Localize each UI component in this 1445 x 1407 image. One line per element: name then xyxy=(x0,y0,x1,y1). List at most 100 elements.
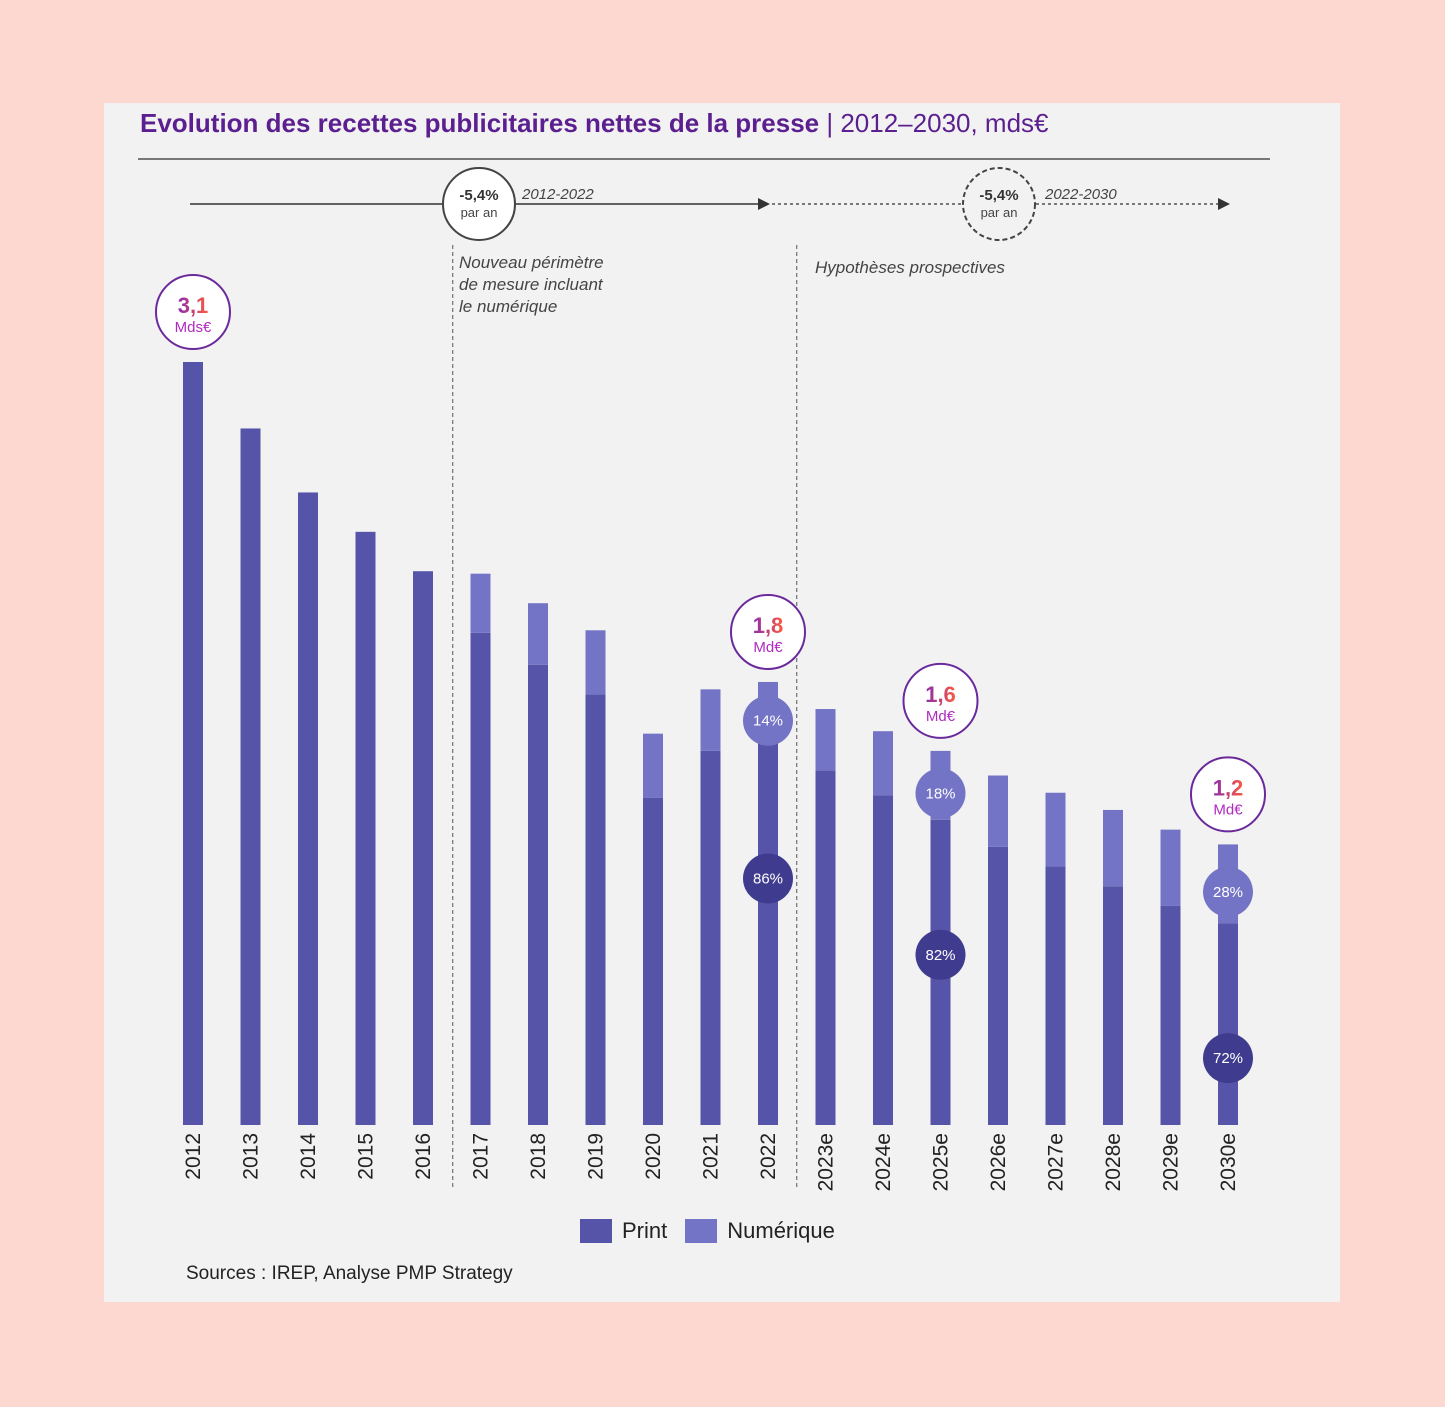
share-digital-2025e: 18% xyxy=(925,785,955,802)
source-note: Sources : IREP, Analyse PMP Strategy xyxy=(186,1263,513,1284)
total-circle-2012 xyxy=(155,274,231,350)
share-print-2022: 86% xyxy=(753,871,783,888)
note-new-scope-line-1: de mesure incluant xyxy=(459,275,604,294)
x-tick-label-2016: 2016 xyxy=(412,1133,435,1180)
bar-print-2030e xyxy=(1218,923,1238,1125)
share-circle-print-2022 xyxy=(743,853,793,904)
bar-print-2029e xyxy=(1160,905,1181,1125)
period1-rate-value: -5,4% xyxy=(459,187,498,204)
x-tick-label-2030e: 2030e xyxy=(1217,1133,1240,1191)
share-circle-print-2030e xyxy=(1203,1033,1253,1084)
share-print-2030e: 72% xyxy=(1213,1050,1243,1067)
total-unit-2022: Md€ xyxy=(753,639,783,656)
bar-digital-2028e xyxy=(1103,809,1123,887)
legend-swatch-print xyxy=(580,1219,612,1243)
share-circle-digital-2030e xyxy=(1203,866,1253,917)
period2-rate-circle xyxy=(962,167,1036,241)
legend-label-print: Print xyxy=(622,1218,668,1243)
x-tick-label-2012: 2012 xyxy=(182,1133,205,1180)
legend: Print Numérique xyxy=(580,1218,835,1244)
bar-print-2026e xyxy=(988,846,1008,1125)
bar-print-2028e xyxy=(1103,886,1123,1125)
bar-digital-2020 xyxy=(643,733,663,798)
period2-rate-unit: par an xyxy=(981,205,1018,220)
bar-digital-2026e xyxy=(988,775,1008,847)
bar-digital-2021 xyxy=(700,689,721,751)
bar-print-2017 xyxy=(470,632,491,1125)
bar-digital-2023e xyxy=(815,709,836,771)
period1-rate-unit: par an xyxy=(461,205,498,220)
period1-rate-circle xyxy=(442,167,516,241)
bar-print-2013 xyxy=(240,428,261,1125)
legend-item-digital: Numérique xyxy=(685,1218,835,1244)
x-tick-label-2020: 2020 xyxy=(642,1133,665,1180)
total-unit-2025e: Md€ xyxy=(926,708,956,725)
bar-digital-2027e xyxy=(1045,792,1066,867)
x-tick-label-2019: 2019 xyxy=(585,1133,608,1180)
total-circle-2030e xyxy=(1190,756,1266,833)
total-circle-2022 xyxy=(730,593,806,670)
bar-digital-2024e xyxy=(873,731,893,796)
note-new-scope-line-2: le numérique xyxy=(459,297,557,316)
chart-title-rest: 2012–2030, mds€ xyxy=(840,108,1049,138)
bar-print-2021 xyxy=(700,750,721,1125)
bar-print-2012 xyxy=(183,362,203,1125)
share-circle-digital-2025e xyxy=(915,768,966,819)
x-tick-label-2026e: 2026e xyxy=(987,1133,1010,1191)
period2-rate-value: -5,4% xyxy=(979,187,1018,204)
note-new-scope-line-0: Nouveau périmètre xyxy=(459,253,604,272)
bar-print-2023e xyxy=(815,770,836,1125)
chart-title: Evolution des recettes publicitaires net… xyxy=(140,108,1049,139)
share-digital-2022: 14% xyxy=(753,713,783,730)
x-tick-label-2013: 2013 xyxy=(240,1133,263,1180)
bar-print-2016 xyxy=(413,571,433,1125)
legend-label-digital: Numérique xyxy=(727,1218,835,1243)
bar-print-2018 xyxy=(528,664,548,1125)
total-value-2012: 3,1 xyxy=(178,293,209,318)
period1-range: 2012-2022 xyxy=(521,186,594,203)
bar-digital-2017 xyxy=(470,573,491,633)
total-circle-2025e xyxy=(902,662,979,739)
x-tick-label-2015: 2015 xyxy=(355,1133,378,1180)
share-circle-digital-2022 xyxy=(743,695,793,746)
title-divider xyxy=(138,158,1270,160)
share-print-2025e: 82% xyxy=(925,947,955,964)
bar-print-2020 xyxy=(643,797,663,1125)
total-value-2022: 1,8 xyxy=(753,613,784,638)
x-tick-label-2029e: 2029e xyxy=(1160,1133,1183,1191)
chart-title-bold: Evolution des recettes publicitaires net… xyxy=(140,108,820,138)
x-tick-label-2017: 2017 xyxy=(470,1133,493,1180)
period2-arrow-head xyxy=(1218,198,1230,210)
bar-print-2015 xyxy=(355,531,376,1125)
total-unit-2030e: Md€ xyxy=(1213,801,1243,818)
bar-print-2024e xyxy=(873,795,893,1125)
share-circle-print-2025e xyxy=(915,929,966,980)
x-tick-label-2025e: 2025e xyxy=(930,1133,953,1191)
x-tick-label-2024e: 2024e xyxy=(872,1133,895,1191)
bar-print-2019 xyxy=(585,694,606,1125)
x-tick-label-2014: 2014 xyxy=(297,1133,320,1180)
x-tick-label-2028e: 2028e xyxy=(1102,1133,1125,1191)
share-digital-2030e: 28% xyxy=(1213,884,1243,901)
bar-digital-2029e xyxy=(1160,829,1181,906)
legend-item-print: Print xyxy=(580,1218,667,1244)
bar-digital-2018 xyxy=(528,603,548,665)
legend-swatch-digital xyxy=(685,1219,718,1243)
period2-range: 2022-2030 xyxy=(1044,186,1117,203)
x-tick-label-2023e: 2023e xyxy=(815,1133,838,1191)
total-value-2030e: 1,2 xyxy=(1213,775,1244,800)
bar-print-2014 xyxy=(298,492,318,1126)
total-unit-2012: Mds€ xyxy=(175,319,212,336)
chart-title-separator: | xyxy=(819,108,841,138)
x-tick-label-2018: 2018 xyxy=(527,1133,550,1180)
note-forecast: Hypothèses prospectives xyxy=(815,258,1005,277)
x-tick-label-2022: 2022 xyxy=(757,1133,780,1180)
x-tick-label-2021: 2021 xyxy=(700,1133,723,1180)
bar-print-2022 xyxy=(758,743,778,1125)
x-tick-label-2027e: 2027e xyxy=(1045,1133,1068,1191)
total-value-2025e: 1,6 xyxy=(925,682,956,707)
bar-print-2027e xyxy=(1045,866,1066,1125)
bar-digital-2019 xyxy=(585,630,606,695)
period1-arrow-head xyxy=(758,198,770,210)
